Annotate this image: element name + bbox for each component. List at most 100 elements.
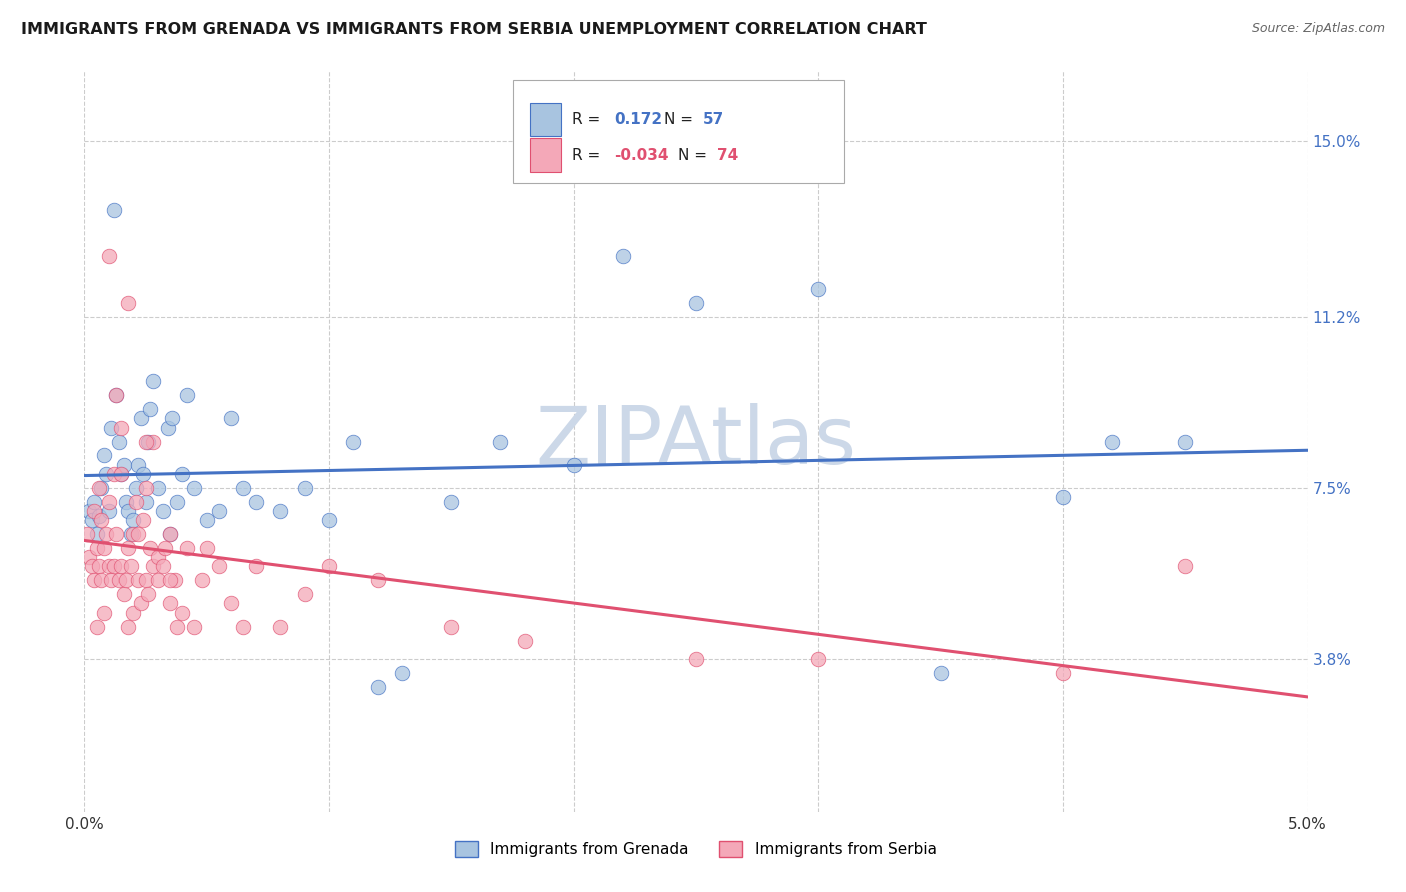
Point: [120, 527, 142, 541]
Point: [195, 513, 218, 527]
Text: N =: N =: [678, 148, 711, 162]
Point: [142, 375, 165, 389]
Point: [93, 449, 115, 463]
Point: [513, 633, 536, 648]
Point: [195, 541, 218, 555]
Point: [100, 420, 122, 434]
Point: [685, 652, 707, 666]
Point: [1174, 434, 1197, 449]
Point: [166, 494, 188, 508]
Text: 0.172: 0.172: [614, 112, 662, 127]
Point: [107, 574, 129, 588]
Point: [93, 541, 115, 555]
Point: [107, 434, 129, 449]
Point: [612, 250, 634, 264]
Point: [685, 295, 707, 310]
Point: [97, 494, 120, 508]
Point: [125, 494, 148, 508]
Point: [367, 680, 389, 694]
Point: [86, 541, 108, 555]
Point: [97, 504, 120, 518]
Point: [112, 458, 135, 472]
Point: [807, 652, 830, 666]
Point: [87, 481, 110, 495]
Point: [105, 388, 128, 402]
Point: [115, 574, 138, 588]
Point: [117, 295, 139, 310]
Point: [76, 527, 98, 541]
Point: [136, 434, 159, 449]
Point: [90, 513, 112, 527]
Point: [269, 504, 291, 518]
Point: [129, 597, 152, 611]
Point: [929, 665, 952, 680]
Text: N =: N =: [664, 112, 697, 127]
Text: 74: 74: [717, 148, 738, 162]
Point: [172, 467, 194, 481]
Point: [122, 513, 145, 527]
Point: [156, 420, 179, 434]
Point: [129, 411, 152, 425]
Point: [1052, 665, 1074, 680]
Text: R =: R =: [572, 112, 606, 127]
Point: [183, 620, 205, 634]
Point: [142, 559, 165, 574]
Point: [146, 574, 169, 588]
Point: [294, 481, 316, 495]
Point: [77, 504, 100, 518]
Point: [105, 388, 128, 402]
Point: [232, 481, 254, 495]
Point: [122, 527, 145, 541]
Point: [83, 574, 105, 588]
Point: [87, 559, 110, 574]
Point: [176, 388, 198, 402]
Point: [562, 458, 585, 472]
Point: [219, 411, 242, 425]
Point: [159, 574, 181, 588]
Point: [122, 606, 145, 620]
Point: [136, 587, 159, 601]
Point: [159, 597, 181, 611]
Point: [153, 541, 176, 555]
Point: [1052, 490, 1074, 504]
Point: [125, 481, 148, 495]
Point: [127, 574, 149, 588]
Point: [110, 559, 132, 574]
Point: [318, 513, 340, 527]
Point: [90, 574, 112, 588]
Point: [342, 434, 364, 449]
Point: [117, 620, 139, 634]
Point: [135, 574, 157, 588]
Point: [97, 250, 120, 264]
Text: Source: ZipAtlas.com: Source: ZipAtlas.com: [1251, 22, 1385, 36]
Point: [176, 541, 198, 555]
Text: 57: 57: [703, 112, 724, 127]
Point: [80, 513, 103, 527]
Point: [110, 467, 132, 481]
Point: [152, 504, 174, 518]
Point: [146, 481, 169, 495]
Point: [294, 587, 316, 601]
Point: [318, 559, 340, 574]
Point: [142, 434, 165, 449]
Point: [163, 574, 186, 588]
Point: [391, 665, 413, 680]
Point: [90, 481, 112, 495]
Point: [219, 597, 242, 611]
Legend: Immigrants from Grenada, Immigrants from Serbia: Immigrants from Grenada, Immigrants from…: [449, 835, 943, 863]
Point: [159, 527, 181, 541]
Point: [77, 550, 100, 565]
Point: [117, 541, 139, 555]
Point: [135, 434, 157, 449]
Point: [83, 504, 105, 518]
Point: [135, 481, 157, 495]
Point: [86, 620, 108, 634]
Text: ZIPAtlas: ZIPAtlas: [536, 402, 856, 481]
Text: -0.034: -0.034: [614, 148, 669, 162]
Point: [367, 574, 389, 588]
Point: [162, 411, 184, 425]
Point: [208, 559, 231, 574]
Point: [115, 494, 138, 508]
Point: [139, 541, 162, 555]
Point: [127, 527, 149, 541]
